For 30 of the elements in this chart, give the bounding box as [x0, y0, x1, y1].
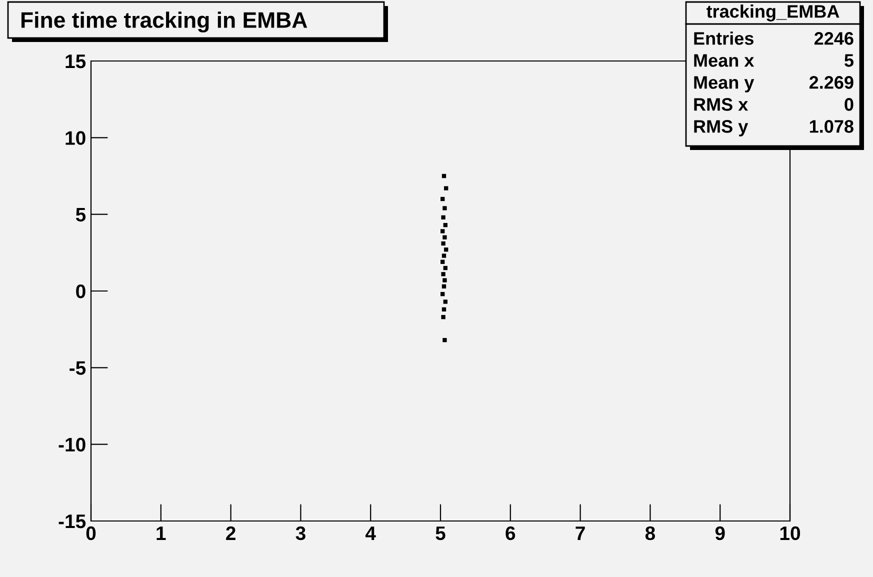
text: 1.078 [810, 120, 854, 133]
y-tick-label: -10 [58, 438, 86, 452]
y-tick-label: 10 [66, 131, 86, 145]
x-tick-label: 7 [576, 526, 585, 540]
y-tick-label: -15 [58, 514, 86, 528]
chart-title: Fine time tracking in EMBA [21, 12, 308, 32]
x-tick-label: 6 [506, 526, 516, 540]
x-tick-label: 1 [156, 526, 166, 540]
annotation: Mean y [694, 76, 754, 92]
x-tick-label: 4 [365, 526, 376, 540]
y-tick-label: 0 [76, 284, 86, 298]
x-tick-label: 9 [715, 526, 725, 540]
text: tracking_EMBA [706, 4, 840, 22]
y-tick-label: 5 [76, 208, 86, 222]
x-tick-label: 3 [296, 526, 306, 540]
text: 2246 [814, 32, 854, 45]
annotation: Mean x [694, 54, 754, 67]
text: 2.269 [809, 76, 854, 89]
y-tick-label: -5 [70, 361, 86, 375]
text: 0 [844, 98, 854, 111]
text: 5 [844, 54, 854, 67]
y-tick-label: 15 [66, 54, 86, 68]
x-tick-label: 2 [226, 526, 236, 540]
x-tick-label: 8 [645, 526, 656, 540]
text: Entries [694, 32, 754, 45]
annotation: RMS x [694, 98, 748, 111]
x-tick-label: 5 [436, 526, 446, 540]
annotation: RMS y [694, 120, 748, 136]
x-tick-label: 0 [86, 526, 96, 540]
x-tick-label: 10 [780, 526, 800, 540]
